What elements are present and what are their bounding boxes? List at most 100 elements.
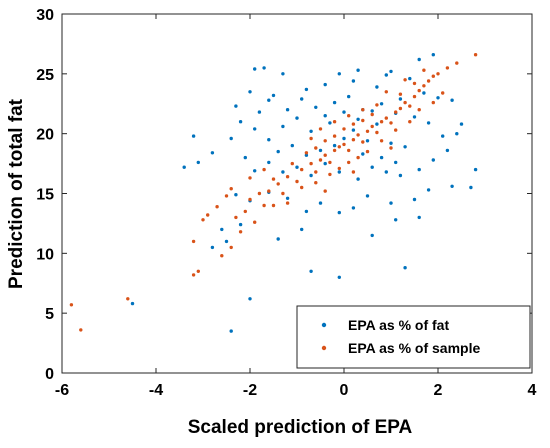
x-tick-label: 0: [340, 382, 349, 399]
data-point-epa-fat: [276, 237, 280, 241]
x-tick-label: -6: [55, 382, 69, 399]
data-point-epa-sample: [403, 100, 407, 105]
data-point-epa-fat: [257, 110, 262, 114]
data-point-epa-fat: [417, 57, 421, 62]
data-point-epa-fat: [370, 233, 374, 238]
data-point-epa-sample: [196, 269, 200, 273]
data-point-epa-fat: [389, 201, 393, 205]
x-tick-label: -2: [243, 382, 257, 399]
data-point-epa-fat: [398, 173, 403, 178]
data-point-epa-sample: [290, 161, 294, 166]
data-point-epa-sample: [412, 94, 417, 99]
data-point-epa-fat: [318, 148, 323, 153]
series-epa-fat: [130, 53, 478, 333]
data-point-epa-fat: [389, 69, 393, 74]
data-point-epa-sample: [347, 114, 351, 118]
x-tick-label: 2: [434, 382, 443, 399]
data-point-epa-fat: [441, 134, 445, 138]
data-point-epa-fat: [182, 165, 186, 169]
data-point-epa-fat: [191, 134, 196, 138]
data-point-epa-fat: [422, 91, 426, 95]
data-point-epa-fat: [417, 215, 421, 220]
data-point-epa-fat: [314, 105, 318, 110]
data-point-epa-sample: [426, 79, 431, 83]
data-point-epa-fat: [403, 145, 407, 149]
data-point-epa-fat: [459, 122, 464, 126]
data-point-epa-fat: [379, 102, 384, 106]
data-point-epa-fat: [384, 73, 388, 77]
data-point-epa-sample: [394, 110, 398, 114]
data-point-epa-sample: [248, 176, 252, 180]
data-point-epa-fat: [342, 136, 346, 141]
data-point-epa-sample: [267, 189, 271, 193]
data-point-epa-fat: [285, 108, 290, 112]
data-point-epa-sample: [384, 90, 388, 94]
data-point-epa-fat: [426, 188, 431, 192]
data-point-epa-sample: [201, 218, 205, 222]
data-point-epa-sample: [379, 120, 384, 124]
data-point-epa-sample: [285, 175, 290, 179]
data-point-epa-sample: [389, 121, 393, 125]
legend-label-epa-sample: EPA as % of sample: [348, 340, 480, 356]
y-tick-label: 15: [36, 187, 54, 204]
data-point-epa-fat: [253, 67, 257, 71]
data-point-epa-fat: [375, 85, 379, 89]
data-point-epa-sample: [379, 139, 384, 143]
data-point-epa-sample: [422, 84, 426, 88]
data-point-epa-sample: [436, 72, 440, 76]
data-point-epa-sample: [229, 187, 233, 191]
data-point-epa-fat: [431, 53, 435, 57]
data-point-epa-fat: [332, 100, 337, 105]
data-point-epa-fat: [342, 110, 346, 114]
data-point-epa-sample: [398, 92, 403, 96]
y-tick-label: 20: [36, 127, 54, 144]
data-point-epa-fat: [248, 90, 252, 94]
data-point-epa-fat: [243, 155, 247, 160]
data-point-epa-sample: [375, 103, 379, 107]
data-point-epa-fat: [337, 210, 341, 215]
data-point-epa-fat: [253, 127, 257, 131]
data-point-epa-fat: [398, 97, 403, 101]
data-point-epa-fat: [379, 155, 384, 160]
series-epa-sample: [69, 53, 478, 332]
data-point-epa-fat: [337, 275, 341, 279]
data-point-epa-sample: [323, 153, 327, 157]
data-point-epa-sample: [431, 100, 435, 105]
data-point-epa-sample: [271, 177, 276, 181]
data-point-epa-fat: [295, 116, 299, 120]
data-point-epa-sample: [318, 158, 323, 162]
data-point-epa-sample: [408, 104, 412, 108]
data-point-epa-sample: [337, 145, 341, 149]
data-point-epa-sample: [332, 134, 337, 138]
data-point-epa-fat: [431, 158, 435, 162]
data-point-epa-sample: [314, 146, 318, 150]
data-point-epa-sample: [79, 328, 83, 332]
legend: EPA as % of fat EPA as % of sample: [296, 305, 531, 369]
data-point-epa-sample: [455, 61, 459, 65]
data-point-epa-fat: [403, 266, 407, 270]
data-point-epa-sample: [441, 91, 445, 95]
data-point-epa-fat: [412, 115, 417, 119]
data-point-epa-fat: [337, 170, 341, 174]
data-point-epa-fat: [337, 72, 341, 76]
data-point-epa-sample: [295, 179, 299, 184]
data-point-epa-fat: [351, 79, 356, 83]
data-point-epa-fat: [281, 170, 285, 174]
data-point-epa-fat: [408, 76, 412, 81]
data-point-epa-fat: [332, 143, 337, 148]
data-point-epa-fat: [229, 329, 233, 333]
data-point-epa-sample: [361, 140, 365, 144]
data-point-epa-fat: [300, 97, 304, 101]
data-point-epa-sample: [276, 182, 280, 186]
data-point-epa-sample: [262, 167, 266, 172]
data-point-epa-sample: [365, 129, 370, 133]
data-point-epa-fat: [234, 104, 238, 108]
data-point-epa-fat: [365, 194, 370, 198]
data-point-epa-sample: [328, 172, 332, 177]
data-point-epa-fat: [365, 139, 370, 143]
data-point-epa-fat: [375, 122, 379, 126]
data-point-epa-fat: [304, 153, 309, 157]
data-point-epa-sample: [473, 53, 478, 57]
